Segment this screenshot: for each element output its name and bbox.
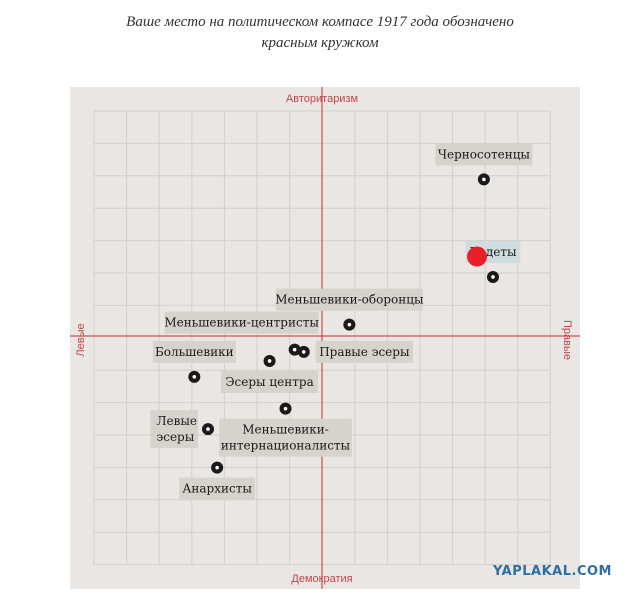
axis-label-bottom: Демократия — [291, 573, 352, 585]
party-label-box — [179, 477, 256, 500]
party-label: Большевики — [152, 340, 236, 363]
party-marker — [487, 270, 499, 283]
party-marker — [343, 318, 356, 331]
axis-label-left: Левые — [75, 323, 87, 356]
party-label-box — [435, 143, 533, 166]
party-label-text: Правые эсеры — [319, 345, 410, 359]
party-label-text: Эсеры центра — [225, 375, 313, 389]
party-label-text: Левые — [157, 414, 198, 428]
party-label: Черносотенцы — [435, 143, 533, 166]
party-label-text: Большевики — [155, 345, 234, 359]
party-label-box — [164, 311, 319, 334]
party-label-text: Меньшевики-центристы — [164, 316, 319, 330]
chart-caption: Ваше место на политическом компасе 1917 … — [0, 12, 640, 54]
party-marker — [211, 461, 224, 474]
party-label: Меньшевики-интернационалисты — [219, 418, 352, 457]
party-markers — [188, 173, 499, 474]
party-label-text: интернационалисты — [221, 439, 351, 453]
party-label: Меньшевики-центристы — [164, 311, 319, 334]
party-label-box — [219, 418, 352, 457]
party-marker — [477, 173, 490, 186]
party-label: Анархисты — [179, 477, 256, 500]
caption-line-2: красным кружком — [261, 35, 379, 51]
party-label-box — [315, 340, 413, 363]
party-label-text: эсеры — [157, 430, 195, 444]
watermark-logo: YAPLAKAL.COM — [493, 564, 612, 579]
plot-background — [70, 87, 580, 589]
axis-label-top: Авторитаризм — [286, 93, 358, 105]
party-marker — [288, 343, 301, 356]
party-label-box — [152, 340, 236, 363]
axis-label-right: Правые — [561, 320, 573, 360]
party-label-box — [150, 410, 198, 449]
party-label-box — [275, 288, 423, 311]
party-marker — [202, 423, 214, 436]
party-marker — [279, 402, 292, 415]
party-label-text: Меньшевики- — [242, 423, 328, 437]
party-label-text: Анархисты — [182, 482, 252, 496]
party-label: Правые эсеры — [315, 340, 413, 363]
party-label: Эсеры центра — [220, 370, 319, 393]
party-label-text: Меньшевики-оборонцы — [275, 293, 424, 307]
party-marker — [263, 354, 276, 367]
party-label: Левые эсеры — [150, 410, 198, 449]
party-label-box — [220, 370, 319, 393]
party-label: Меньшевики-оборонцы — [275, 288, 424, 311]
party-marker — [188, 370, 201, 383]
party-label-text: Черносотенцы — [438, 147, 531, 161]
caption-line-1: Ваше место на политическом компасе 1917 … — [126, 14, 514, 30]
party-marker — [297, 345, 310, 358]
user-position-marker — [467, 246, 488, 267]
